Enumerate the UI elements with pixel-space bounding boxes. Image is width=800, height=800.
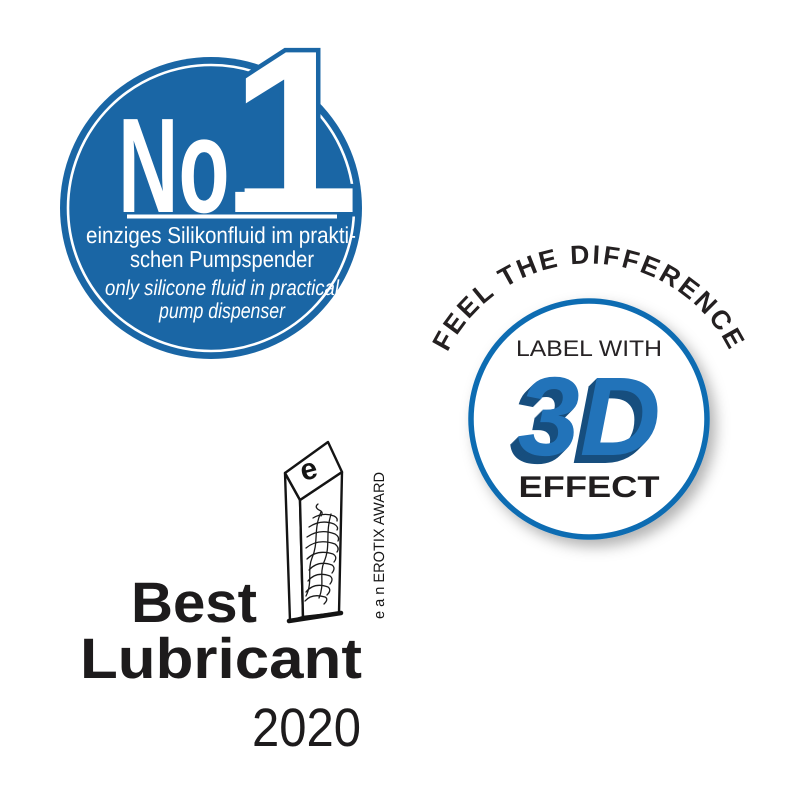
3d-extrude-layer: 3D bbox=[516, 355, 659, 480]
3d-extrude-layer: 3D bbox=[513, 358, 656, 483]
erotix-award-vertical-caption: e a n EROTIX AWARD bbox=[371, 472, 388, 619]
award-title-line1: Best bbox=[131, 571, 257, 635]
3d-big-text-face: 3D bbox=[517, 354, 660, 479]
3d-extrude-layer: 3D bbox=[511, 360, 654, 485]
3d-effect-badge: FEEL THE DIFFERENCE LABEL WITH 3D 3D 3D … bbox=[426, 239, 749, 540]
no1-claim-en-line1: only silicone fluid in practical bbox=[105, 276, 340, 300]
trophy-illustration: e e a n EROTIX AWARD bbox=[283, 440, 388, 624]
3d-extrude-layer: 3D bbox=[509, 362, 652, 487]
no1-claim-en-line2: pump dispenser bbox=[158, 299, 286, 323]
no1-badge-circle bbox=[60, 57, 362, 359]
award-year: 2020 bbox=[252, 698, 361, 758]
best-lubricant-award: e e a n EROTIX AWARD Best Lubricant 2020 bbox=[80, 440, 388, 758]
no1-badge-inner-ring bbox=[66, 63, 356, 353]
no1-claim-de-line1: einziges Silikonfluid im prakti- bbox=[86, 222, 356, 248]
3d-badge-label-with: LABEL WITH bbox=[516, 336, 662, 361]
3d-extrude-layer: 3D bbox=[510, 361, 653, 486]
torso-line-art bbox=[304, 503, 340, 605]
award-title-line2: Lubricant bbox=[80, 627, 362, 691]
no1-number: 1 bbox=[230, 3, 359, 262]
3d-badge-effect-text: EFFECT bbox=[519, 471, 660, 504]
3d-big-text-group: 3D 3D 3D 3D 3D 3D 3D 3D 3D bbox=[509, 354, 660, 487]
3d-extrude-layer: 3D bbox=[514, 357, 657, 482]
3d-extrude-layer: 3D bbox=[515, 356, 658, 481]
no1-badge: 1 No. einziges Silikonfluid im prakti- s… bbox=[60, 0, 364, 359]
trophy-top-face bbox=[283, 440, 344, 502]
no1-underline bbox=[127, 214, 337, 219]
3d-extrude-layer: 3D bbox=[512, 359, 655, 484]
trophy-base-edge bbox=[286, 610, 344, 624]
3d-badge-circle bbox=[468, 298, 710, 540]
no1-claim-de-line2: schen Pumpspender bbox=[130, 246, 314, 272]
